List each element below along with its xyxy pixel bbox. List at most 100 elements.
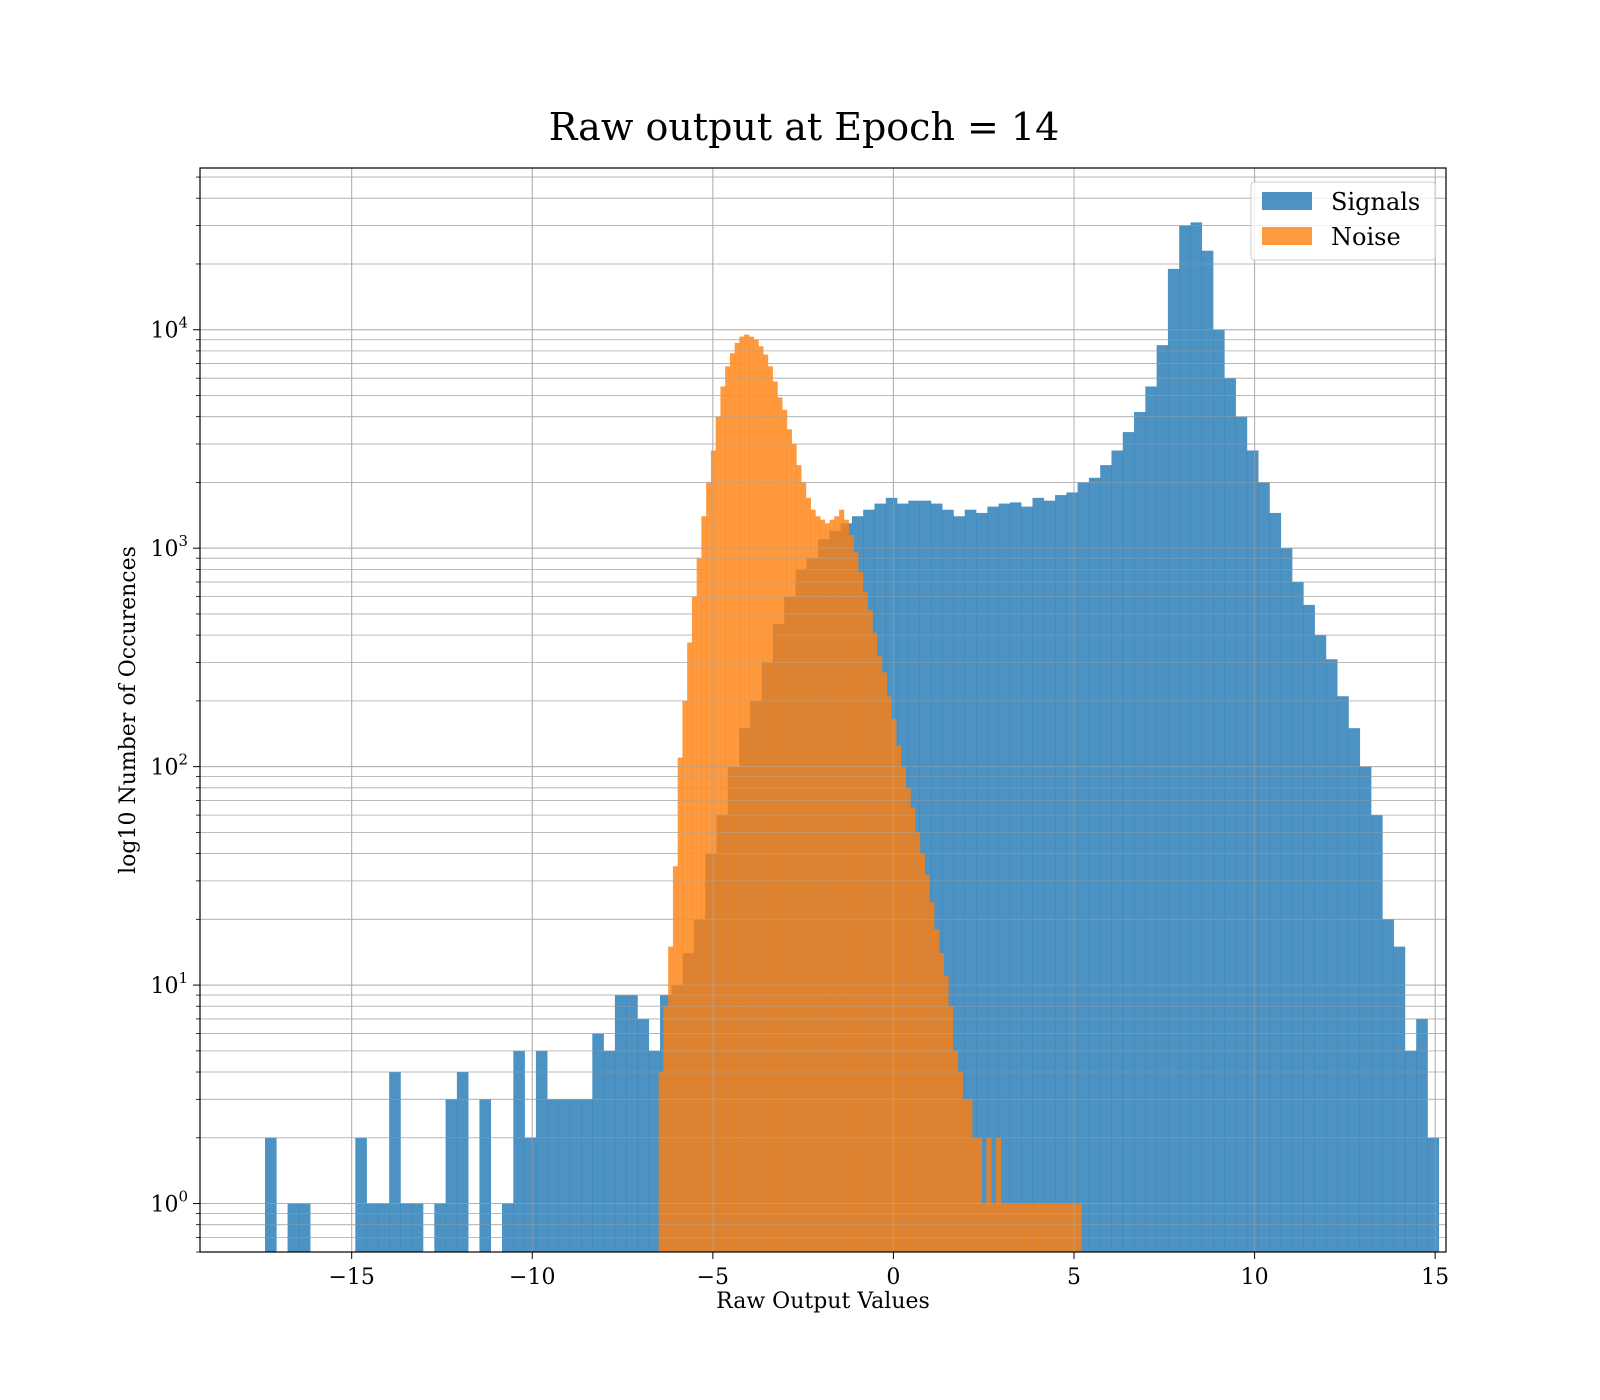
signals-bar <box>1303 604 1315 1252</box>
signals-bar <box>1009 502 1022 1253</box>
signals-bar <box>389 1072 401 1252</box>
noise-bar <box>1057 1203 1063 1252</box>
chart-title: Raw output at Epoch = 14 <box>549 105 1060 149</box>
noise-bar <box>848 534 854 1252</box>
signals-bar <box>1021 506 1033 1252</box>
noise-bar <box>820 519 826 1252</box>
noise-bar <box>1052 1203 1058 1252</box>
noise-bar <box>782 409 788 1253</box>
signals-bar <box>1246 450 1259 1252</box>
signals-bar <box>1359 766 1372 1252</box>
noise-bar <box>924 874 930 1252</box>
legend: Signals Noise <box>1250 181 1436 261</box>
noise-bar <box>995 1137 1001 1252</box>
noise-bar <box>672 866 678 1252</box>
signals-bar <box>1179 225 1191 1252</box>
signals-bar <box>998 503 1011 1252</box>
noise-bar <box>881 672 887 1252</box>
signals-bar <box>953 516 966 1252</box>
noise-bar <box>739 336 745 1252</box>
grid-overlay <box>200 168 1446 1253</box>
noise-bar <box>934 929 940 1252</box>
noise-bar <box>886 696 892 1252</box>
x-tick-label: 5 <box>1067 1265 1081 1290</box>
signals-bar <box>976 512 988 1252</box>
noise-bar <box>763 354 769 1252</box>
noise-bar <box>967 1099 973 1252</box>
noise-bar <box>910 807 916 1252</box>
signals-bar <box>1066 492 1078 1252</box>
noise-bar <box>858 571 864 1252</box>
signals-bar <box>400 1203 413 1252</box>
noise-bar <box>943 976 949 1252</box>
axes-frame <box>199 167 1447 1253</box>
noise-bar <box>829 519 835 1252</box>
y-axis-label: log10 Number of Occurences <box>116 546 141 874</box>
x-tick-label: −10 <box>509 1265 555 1290</box>
noise-bar <box>896 745 902 1252</box>
noise-bar <box>1010 1203 1016 1252</box>
signals-bar <box>265 1137 277 1252</box>
x-tick-label: 15 <box>1421 1265 1449 1290</box>
noise-bar <box>710 450 716 1252</box>
signals-bar <box>1145 386 1157 1252</box>
y-tick-label: 101 <box>150 969 188 999</box>
legend-swatch-noise <box>1262 227 1312 245</box>
noise-bar <box>905 787 911 1252</box>
signals-bar <box>1190 222 1203 1252</box>
y-tick-label: 102 <box>150 751 188 781</box>
noise-bar <box>791 443 797 1253</box>
x-axis-ticks: −15 −10 −5 0 5 10 15 <box>328 1252 1449 1290</box>
noise-bar <box>1024 1203 1030 1252</box>
noise-bar <box>1019 1203 1025 1252</box>
signals-bar <box>1043 500 1056 1252</box>
signals-bar <box>637 1018 650 1252</box>
signals-bar <box>1213 329 1225 1252</box>
signals-bar <box>1258 482 1270 1252</box>
signals-bar <box>411 1203 424 1252</box>
noise-bar <box>687 642 693 1252</box>
noise-bar <box>877 656 883 1252</box>
noise-bar <box>772 381 778 1252</box>
noise-bar <box>777 397 783 1253</box>
noise-bar <box>1029 1203 1035 1252</box>
noise-bar <box>957 1072 963 1252</box>
signals-bar <box>1404 1050 1417 1252</box>
noise-bar <box>1000 1203 1006 1252</box>
noise-bar <box>748 336 754 1252</box>
noise-bar <box>953 1050 959 1252</box>
noise-bar <box>991 1203 997 1252</box>
noise-bar <box>976 1137 982 1252</box>
noise-bar <box>725 366 731 1253</box>
signals-bar <box>1314 635 1327 1252</box>
noise-bar <box>867 610 873 1252</box>
signals-bar <box>1055 495 1067 1252</box>
signals-bar <box>1201 250 1214 1253</box>
y-axis-ticks: 100 101 102 103 104 <box>150 176 200 1253</box>
noise-bar <box>872 632 878 1252</box>
signals-bar <box>513 1050 525 1252</box>
noise-bar <box>929 902 935 1252</box>
noise-bar <box>1048 1203 1054 1252</box>
noise-bar <box>734 342 740 1252</box>
signals-bar <box>298 1203 311 1252</box>
signals-bar <box>1122 432 1135 1252</box>
noise-bar <box>948 1006 954 1252</box>
signals-bar <box>355 1137 367 1252</box>
signals-bar <box>581 1099 593 1252</box>
noise-bar <box>938 953 944 1252</box>
signals-bar <box>569 1099 582 1252</box>
noise-bar <box>1067 1203 1073 1252</box>
noise-bar <box>758 346 764 1252</box>
signals-bar <box>1382 919 1394 1252</box>
signals-bar <box>535 1050 548 1252</box>
signals-bar <box>614 995 627 1252</box>
signals-bar <box>366 1203 379 1252</box>
noise-bar <box>815 516 821 1252</box>
signals-bar <box>1156 345 1169 1252</box>
noise-bar <box>986 1137 992 1252</box>
signals-bar <box>434 1203 446 1252</box>
noise-bar <box>843 519 849 1252</box>
noise-bar <box>744 334 750 1253</box>
